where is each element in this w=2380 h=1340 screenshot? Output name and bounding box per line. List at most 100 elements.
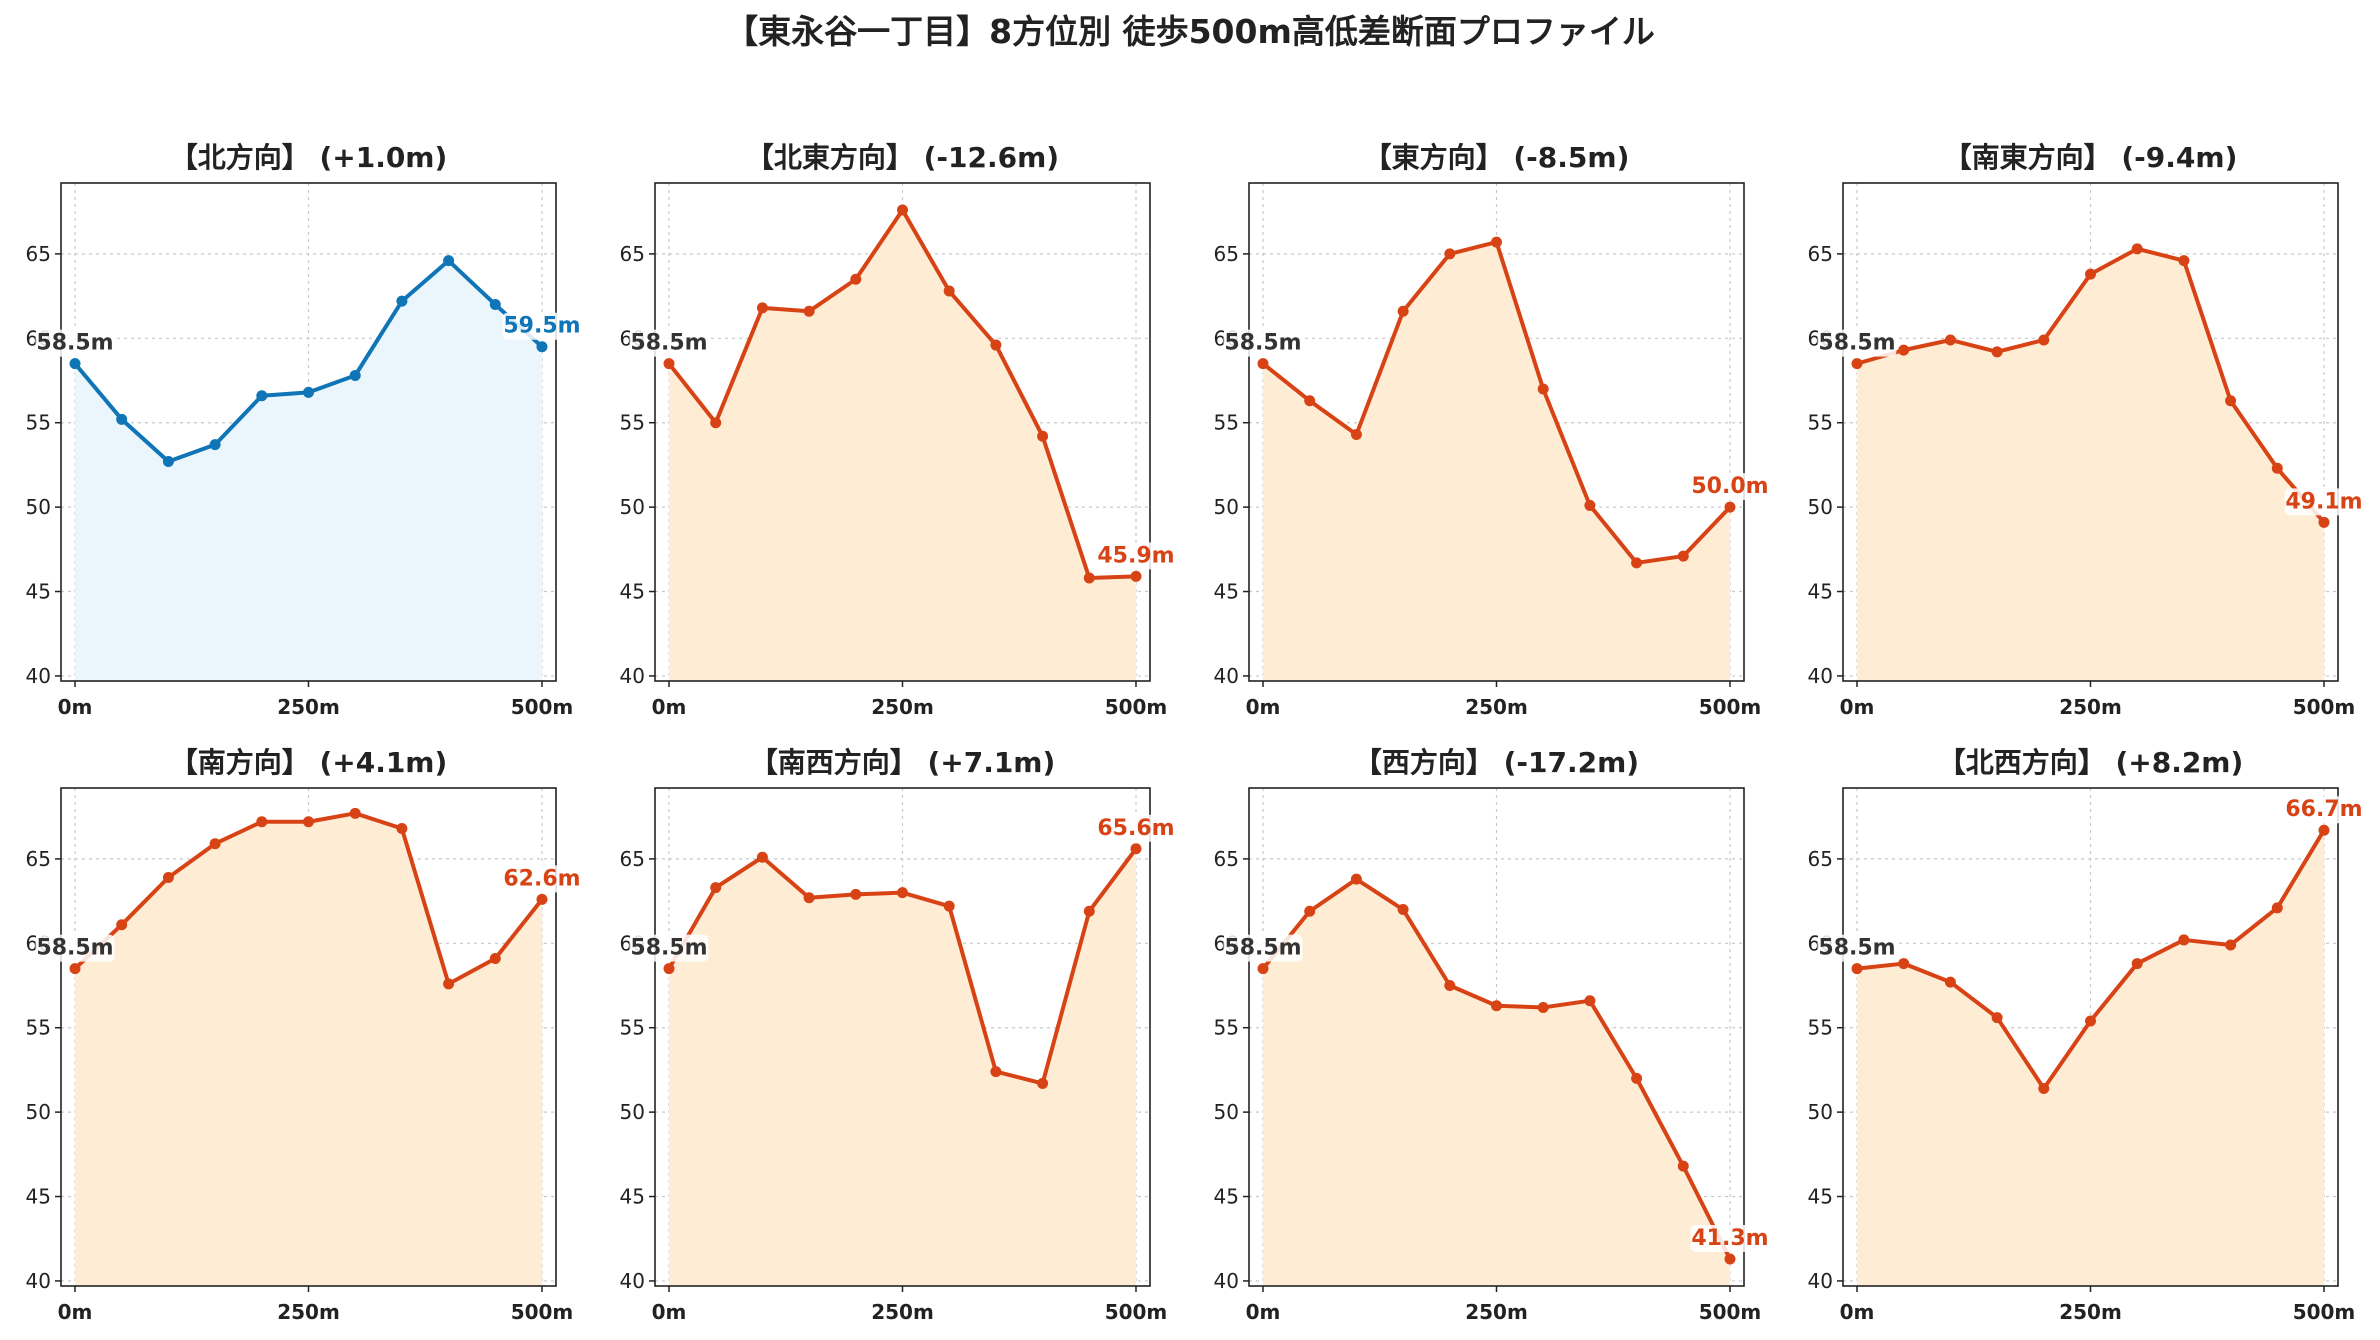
y-tick-label: 50 xyxy=(26,1100,51,1124)
x-tick-label: 0m xyxy=(652,1300,687,1324)
y-tick-label: 65 xyxy=(1214,847,1239,871)
elevation-point xyxy=(803,305,815,317)
start-elevation-label-background xyxy=(629,934,709,962)
start-elevation-label: 58.5m xyxy=(1223,934,1303,962)
panel-title: 【北方向】 (+1.0m) xyxy=(170,141,448,174)
y-tick-label: 55 xyxy=(1214,411,1239,435)
start-elevation-label: 58.5m xyxy=(35,934,115,962)
elevation-area xyxy=(1263,879,1730,1286)
elevation-point xyxy=(1898,958,1910,970)
profile-panels: 【北方向】 (+1.0m)4045505560650m250m500m58.5m… xyxy=(26,141,2364,1324)
panel-title: 【南西方向】 (+7.1m) xyxy=(750,746,1056,779)
end-elevation-label-background xyxy=(2284,796,2364,824)
end-elevation-label-text: 65.6m xyxy=(1097,816,1174,841)
y-tick-label: 55 xyxy=(26,1016,51,1040)
end-elevation-label: 45.9m xyxy=(1096,542,1176,570)
elevation-point xyxy=(1851,963,1863,975)
x-tick-label: 500m xyxy=(1105,695,1168,719)
start-elevation-label: 58.5m xyxy=(1817,934,1897,962)
y-tick-label: 45 xyxy=(26,1185,51,1209)
start-elevation-label-text: 58.5m xyxy=(630,936,707,961)
y-tick-label: 50 xyxy=(1214,495,1239,519)
elevation-point xyxy=(69,358,81,370)
x-tick-label: 500m xyxy=(1699,1300,1762,1324)
elevation-point xyxy=(1397,904,1409,916)
elevation-point xyxy=(756,851,768,863)
y-tick-label: 45 xyxy=(1214,1185,1239,1209)
elevation-area xyxy=(1857,830,2324,1286)
panel-title: 【西方向】 (-17.2m) xyxy=(1354,746,1639,779)
y-tick-label: 40 xyxy=(1214,664,1239,688)
y-tick-label: 40 xyxy=(1214,1269,1239,1293)
elevation-point xyxy=(850,888,862,900)
elevation-point xyxy=(756,302,768,314)
elevation-point xyxy=(1350,873,1362,885)
elevation-point xyxy=(2038,1082,2050,1094)
end-elevation-label-background xyxy=(1096,814,1176,842)
elevation-point xyxy=(1304,395,1316,407)
elevation-point xyxy=(1491,236,1502,248)
elevation-point xyxy=(1130,570,1142,582)
y-tick-label: 65 xyxy=(1808,242,1833,266)
start-elevation-label-background xyxy=(35,329,115,357)
elevation-point xyxy=(850,273,862,285)
elevation-point xyxy=(1037,1077,1049,1089)
elevation-point xyxy=(1083,905,1095,917)
x-tick-label: 250m xyxy=(2059,1300,2122,1324)
elevation-point xyxy=(209,838,221,850)
y-tick-label: 65 xyxy=(620,847,645,871)
end-elevation-label-background xyxy=(502,865,582,893)
elevation-point xyxy=(1304,905,1316,917)
y-tick-label: 55 xyxy=(1808,411,1833,435)
elevation-point xyxy=(1350,429,1362,441)
y-tick-label: 55 xyxy=(620,411,645,435)
start-elevation-label-background xyxy=(1223,329,1303,357)
elevation-point xyxy=(303,816,314,828)
start-elevation-label-text: 58.5m xyxy=(1224,331,1301,356)
x-tick-label: 500m xyxy=(511,695,574,719)
elevation-point xyxy=(349,807,361,819)
x-tick-label: 0m xyxy=(58,1300,93,1324)
y-tick-label: 55 xyxy=(1214,1016,1239,1040)
x-tick-label: 0m xyxy=(1840,695,1875,719)
end-elevation-label-text: 59.5m xyxy=(503,314,580,339)
x-tick-label: 0m xyxy=(652,695,687,719)
end-elevation-label: 65.6m xyxy=(1096,814,1176,842)
elevation-point xyxy=(256,816,268,828)
panel-title: 【北西方向】 (+8.2m) xyxy=(1938,746,2244,779)
elevation-point xyxy=(2085,268,2096,280)
elevation-point xyxy=(1444,248,1456,260)
elevation-point xyxy=(1677,1160,1689,1172)
elevation-point xyxy=(803,892,815,904)
elevation-point xyxy=(1444,980,1456,992)
start-elevation-label-background xyxy=(1817,329,1897,357)
end-elevation-label-background xyxy=(2284,488,2364,516)
elevation-point xyxy=(2178,255,2190,267)
end-elevation-label-text: 45.9m xyxy=(1097,543,1174,568)
y-tick-label: 45 xyxy=(620,1185,645,1209)
elevation-point xyxy=(2085,1015,2096,1027)
profile-panel: 【南西方向】 (+7.1m)4045505560650m250m500m58.5… xyxy=(620,746,1176,1324)
y-tick-label: 45 xyxy=(1214,580,1239,604)
elevation-point xyxy=(536,893,548,905)
elevation-point xyxy=(1991,346,2003,358)
x-tick-label: 0m xyxy=(1246,1300,1281,1324)
profile-panel: 【東方向】 (-8.5m)4045505560650m250m500m58.5m… xyxy=(1214,141,1770,719)
elevation-point xyxy=(1631,1072,1643,1084)
start-elevation-label: 58.5m xyxy=(35,329,115,357)
elevation-area xyxy=(1857,248,2324,682)
elevation-point xyxy=(2225,939,2237,951)
elevation-point xyxy=(1537,1001,1549,1013)
start-elevation-label: 58.5m xyxy=(1223,329,1303,357)
elevation-point xyxy=(349,369,361,381)
elevation-point xyxy=(256,390,268,402)
elevation-point xyxy=(443,978,455,990)
elevation-area xyxy=(75,260,542,681)
elevation-point xyxy=(710,882,722,894)
elevation-point xyxy=(897,887,908,899)
elevation-point xyxy=(69,963,81,975)
end-elevation-label-background xyxy=(1690,1224,1770,1252)
y-tick-label: 45 xyxy=(1808,580,1833,604)
profile-panel: 【南東方向】 (-9.4m)4045505560650m250m500m58.5… xyxy=(1808,141,2364,719)
